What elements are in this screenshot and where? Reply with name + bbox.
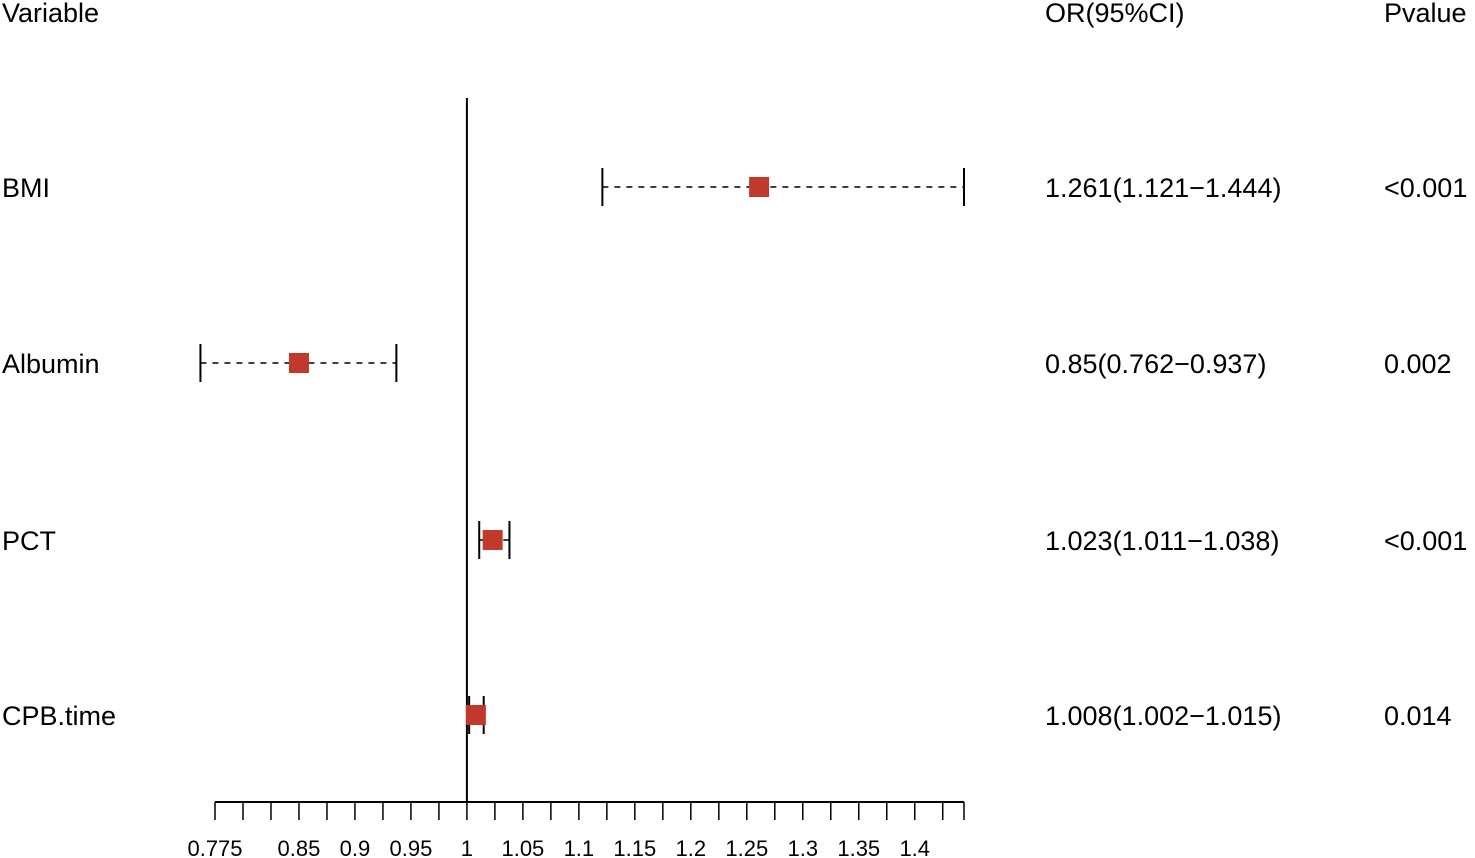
row-albumin: Albumin 0.85(0.762−0.937) 0.002 <box>2 344 1452 382</box>
x-tick-label: 1.4 <box>899 836 930 858</box>
or-point <box>749 177 770 197</box>
x-tick-label: 1.15 <box>613 836 656 858</box>
x-tick-label: 1.35 <box>837 836 880 858</box>
row-pvalue-text: <0.001 <box>1384 526 1467 556</box>
row-variable-label: Albumin <box>2 349 100 379</box>
row-variable-label: BMI <box>2 173 50 203</box>
x-tick-label: 0.95 <box>390 836 433 858</box>
or-point <box>482 530 503 550</box>
row-or-ci-text: 1.008(1.002−1.015) <box>1045 701 1281 731</box>
row-or-ci-text: 0.85(0.762−0.937) <box>1045 349 1266 379</box>
x-tick-label: 1.3 <box>787 836 818 858</box>
x-tick-label: 1.2 <box>676 836 707 858</box>
row-variable-label: PCT <box>2 526 56 556</box>
or-point <box>288 353 309 373</box>
row-or-ci-text: 1.023(1.011−1.038) <box>1045 526 1279 556</box>
row-pct: PCT 1.023(1.011−1.038) <0.001 <box>2 521 1467 559</box>
x-tick-label: 0.9 <box>340 836 371 858</box>
row-pvalue-text: <0.001 <box>1384 173 1467 203</box>
row-cpb-time: CPB.time 1.008(1.002−1.015) 0.014 <box>2 696 1452 734</box>
x-tick-label: 1.25 <box>725 836 768 858</box>
x-tick-label: 1.1 <box>564 836 595 858</box>
x-tick-label: 0.775 <box>187 836 242 858</box>
row-variable-label: CPB.time <box>2 701 116 731</box>
row-bmi: BMI 1.261(1.121−1.444) <0.001 <box>2 168 1467 206</box>
x-tick-label: 1.05 <box>501 836 544 858</box>
row-pvalue-text: 0.014 <box>1384 701 1452 731</box>
header-pvalue: Pvalue <box>1384 0 1467 28</box>
x-tick-label: 0.85 <box>278 836 321 858</box>
row-pvalue-text: 0.002 <box>1384 349 1452 379</box>
row-or-ci-text: 1.261(1.121−1.444) <box>1045 173 1281 203</box>
x-tick-label: 1 <box>461 836 473 858</box>
or-point <box>465 705 486 725</box>
header-variable: Variable <box>2 0 99 28</box>
header-or-ci: OR(95%CI) <box>1045 0 1185 28</box>
